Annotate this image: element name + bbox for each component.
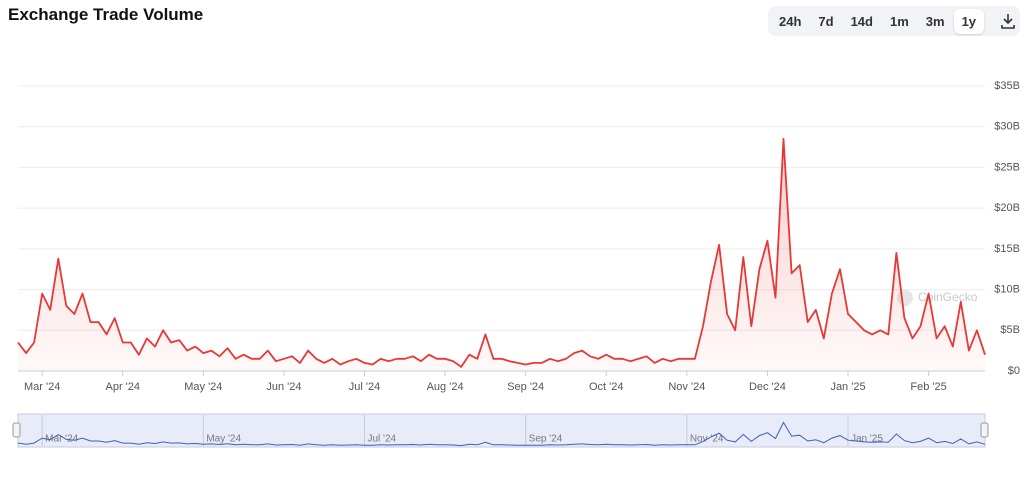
navigator-label: Sep '24 [529,434,563,445]
navigator-handle[interactable] [980,422,989,438]
range-button[interactable]: 24h [779,13,802,29]
chart: CoinGecko $0 $5B $10B $15B $20B $25B $30B $35B M… [12,80,1020,448]
y-tick-label: $25B [994,161,1020,173]
y-tick-label: $0 [1008,365,1020,377]
x-tick-label: Feb '25 [910,381,946,393]
range-button[interactable]: 3m [925,13,945,29]
x-tick-label: Nov '24 [668,381,705,393]
navigator [17,413,986,448]
download-button[interactable] [999,12,1017,30]
page: {"range_buttons": ["24h", "7d", "14d", "… [8,5,1020,448]
line [17,138,986,368]
chart-title: Exchange Trade Volume [8,5,204,24]
x-tick-label: Oct '24 [589,381,624,393]
y-tick-label: $10B [994,283,1020,295]
y-tick-label: $20B [994,202,1020,214]
range-button[interactable]: 7d [818,13,834,29]
x-tick-label: May '24 [184,381,222,393]
navigator-label: May '24 [206,434,241,445]
navigator-label: Jan '25 [851,434,883,445]
x-tick-label: Jul '24 [349,381,380,393]
range-button[interactable]: 1m [889,13,909,29]
y-tick-label: $15B [994,243,1020,255]
area [18,138,985,371]
x-tick-label: Jan '25 [830,381,865,393]
y-tick-label: $5B [1000,324,1020,336]
y-tick-label: $35B [994,80,1020,92]
x-tick-label: Sep '24 [507,381,544,393]
x-tick-label: Aug '24 [427,381,464,393]
navigator-handle[interactable] [12,422,21,438]
range-button[interactable]: 14d [850,13,873,29]
navigator-label: Mar '24 [45,434,78,445]
x-tick-label: Jun '24 [266,381,301,393]
x-tick-label: Mar '24 [24,381,60,393]
x-tick-label: Apr '24 [106,381,141,393]
x-tick-label: Dec '24 [749,381,786,393]
range-button[interactable]: 1y [953,8,985,34]
y-tick-label: $30B [994,121,1020,133]
range-selector: 24h 7d 14d 1m 3m 1y [768,6,1020,36]
navigator-label: Nov '24 [690,434,724,445]
watermark: CoinGecko [918,290,978,304]
navigator-line [17,421,986,447]
navigator-label: Jul '24 [368,434,397,445]
watermark-logo [897,290,913,306]
